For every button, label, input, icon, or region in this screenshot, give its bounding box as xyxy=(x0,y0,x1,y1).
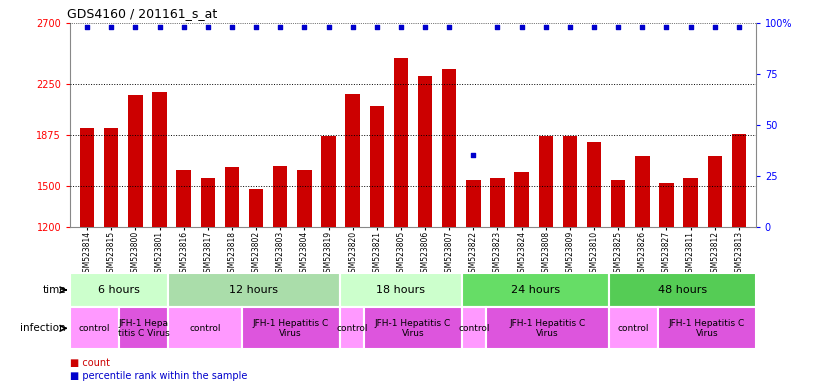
Bar xyxy=(487,307,609,349)
Bar xyxy=(70,273,169,307)
Point xyxy=(587,24,601,30)
Bar xyxy=(659,183,674,384)
Bar xyxy=(242,307,339,349)
Text: JFH-1 Hepatitis C
Virus: JFH-1 Hepatitis C Virus xyxy=(375,319,451,338)
Text: control: control xyxy=(336,324,368,333)
Point xyxy=(80,24,93,30)
Bar xyxy=(683,178,698,384)
Bar xyxy=(394,58,408,384)
Bar xyxy=(586,142,601,384)
Bar xyxy=(70,307,119,349)
Bar xyxy=(128,95,143,384)
Text: 18 hours: 18 hours xyxy=(377,285,425,295)
Point xyxy=(733,24,746,30)
Text: 48 hours: 48 hours xyxy=(657,285,707,295)
Text: control: control xyxy=(79,324,111,333)
Bar xyxy=(339,307,364,349)
Bar xyxy=(321,136,335,384)
Text: 6 hours: 6 hours xyxy=(98,285,140,295)
Bar xyxy=(732,134,746,384)
Point xyxy=(370,24,383,30)
Point xyxy=(202,24,215,30)
Bar xyxy=(104,127,118,384)
Point xyxy=(491,24,504,30)
Text: infection: infection xyxy=(21,323,66,333)
Bar xyxy=(466,180,481,384)
Text: time: time xyxy=(42,285,66,295)
Point xyxy=(563,24,577,30)
Bar xyxy=(169,307,242,349)
Text: JFH-1 Hepa
titis C Virus: JFH-1 Hepa titis C Virus xyxy=(118,319,169,338)
Bar xyxy=(462,307,487,349)
Point xyxy=(273,24,287,30)
Bar xyxy=(635,156,649,384)
Text: JFH-1 Hepatitis C
Virus: JFH-1 Hepatitis C Virus xyxy=(253,319,329,338)
Bar xyxy=(201,178,215,384)
Point xyxy=(322,24,335,30)
Point xyxy=(249,24,263,30)
Bar xyxy=(169,273,339,307)
Text: control: control xyxy=(458,324,490,333)
Point xyxy=(636,24,649,30)
Bar xyxy=(563,136,577,384)
Bar xyxy=(119,307,169,349)
Bar xyxy=(442,69,457,384)
Point xyxy=(297,24,311,30)
Bar xyxy=(273,166,287,384)
Bar xyxy=(462,273,609,307)
Bar xyxy=(539,136,553,384)
Text: JFH-1 Hepatitis C
Virus: JFH-1 Hepatitis C Virus xyxy=(510,319,586,338)
Point xyxy=(153,24,166,30)
Bar xyxy=(177,170,191,384)
Bar xyxy=(345,94,360,384)
Text: JFH-1 Hepatitis C
Virus: JFH-1 Hepatitis C Virus xyxy=(669,319,745,338)
Bar xyxy=(364,307,462,349)
Point xyxy=(443,24,456,30)
Bar xyxy=(339,273,462,307)
Point xyxy=(611,24,624,30)
Point xyxy=(394,24,407,30)
Point xyxy=(177,24,190,30)
Bar xyxy=(152,92,167,384)
Bar xyxy=(418,76,432,384)
Text: ■ count: ■ count xyxy=(70,358,110,368)
Point xyxy=(129,24,142,30)
Bar xyxy=(225,167,240,384)
Point xyxy=(684,24,697,30)
Point xyxy=(660,24,673,30)
Bar xyxy=(80,127,94,384)
Text: 12 hours: 12 hours xyxy=(230,285,278,295)
Bar xyxy=(609,273,756,307)
Bar xyxy=(297,170,311,384)
Text: control: control xyxy=(618,324,649,333)
Text: ■ percentile rank within the sample: ■ percentile rank within the sample xyxy=(70,371,248,381)
Bar xyxy=(249,189,263,384)
Bar xyxy=(369,106,384,384)
Text: control: control xyxy=(189,324,221,333)
Bar xyxy=(609,307,657,349)
Point xyxy=(346,24,359,30)
Bar xyxy=(708,156,722,384)
Text: GDS4160 / 201161_s_at: GDS4160 / 201161_s_at xyxy=(67,7,217,20)
Point xyxy=(467,152,480,159)
Bar xyxy=(657,307,756,349)
Bar xyxy=(491,178,505,384)
Point xyxy=(708,24,721,30)
Point xyxy=(225,24,239,30)
Point xyxy=(539,24,553,30)
Bar xyxy=(515,172,529,384)
Point xyxy=(105,24,118,30)
Point xyxy=(515,24,529,30)
Bar xyxy=(611,180,625,384)
Point xyxy=(419,24,432,30)
Text: 24 hours: 24 hours xyxy=(510,285,560,295)
